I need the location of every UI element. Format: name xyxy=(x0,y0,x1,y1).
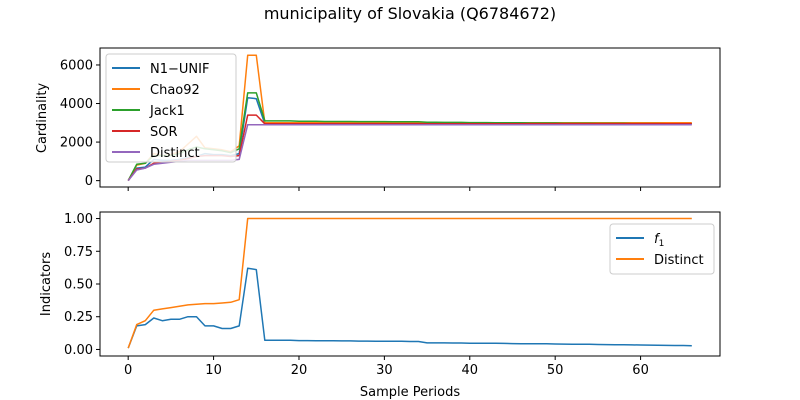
legend-box xyxy=(609,223,715,275)
y-tick-label: 0.75 xyxy=(64,245,93,260)
legend-label: Distinct xyxy=(654,253,704,268)
cardinality-x-ticks xyxy=(127,187,642,191)
y-tick-label: 2000 xyxy=(60,136,93,151)
indicators-x-ticks: 0 10 20 30 40 50 60 xyxy=(124,356,649,378)
x-tick-label: 20 xyxy=(291,363,308,378)
indicators-y-ticks: 0.00 0.25 0.50 0.75 1.00 xyxy=(64,212,100,358)
x-tick-label: 0 xyxy=(124,363,132,378)
series-line-1-1 xyxy=(127,217,692,349)
indicators-lines xyxy=(127,217,692,349)
legend-label: Distinct xyxy=(150,146,200,161)
y-tick-label: 0 xyxy=(85,174,93,189)
cardinality-y-axis-label: Cardinality xyxy=(35,83,50,154)
legend-label: f1 xyxy=(654,232,664,249)
x-axis-label: Sample Periods xyxy=(360,385,460,400)
x-tick-label: 30 xyxy=(376,363,393,378)
indicators-legend: f1 Distinct xyxy=(609,223,715,275)
y-tick-label: 0.25 xyxy=(64,310,93,325)
x-tick-label: 40 xyxy=(462,363,479,378)
cardinality-legend: N1−UNIF Chao92 Jack1 SOR Distinct xyxy=(105,53,237,163)
series-line-1-0 xyxy=(127,267,692,349)
y-tick-label: 0.00 xyxy=(64,343,93,358)
cardinality-plot-frame xyxy=(99,47,721,188)
cardinality-plot: 0 2000 4000 6000 Cardinality N1−UNIF Chao92 J… xyxy=(35,47,721,191)
legend-label: Jack1 xyxy=(149,104,185,119)
legend-label: Chao92 xyxy=(150,83,200,98)
y-tick-label: 6000 xyxy=(60,58,93,73)
legend-label: SOR xyxy=(150,125,178,140)
figure-title: municipality of Slovakia (Q6784672) xyxy=(264,4,556,23)
x-tick-label: 60 xyxy=(632,363,649,378)
x-tick-label: 10 xyxy=(205,363,222,378)
y-tick-label: 0.50 xyxy=(64,278,93,293)
y-tick-label: 1.00 xyxy=(64,212,93,227)
legend-label: N1−UNIF xyxy=(150,62,209,77)
x-tick-label: 50 xyxy=(547,363,564,378)
indicators-plot: 0.00 0.25 0.50 0.75 1.00 0 10 20 30 40 50 60 Indic… xyxy=(39,211,721,400)
y-tick-label: 4000 xyxy=(60,97,93,112)
cardinality-y-ticks: 0 2000 4000 6000 xyxy=(60,58,100,189)
indicators-y-axis-label: Indicators xyxy=(39,252,54,316)
legend-box xyxy=(105,53,237,163)
